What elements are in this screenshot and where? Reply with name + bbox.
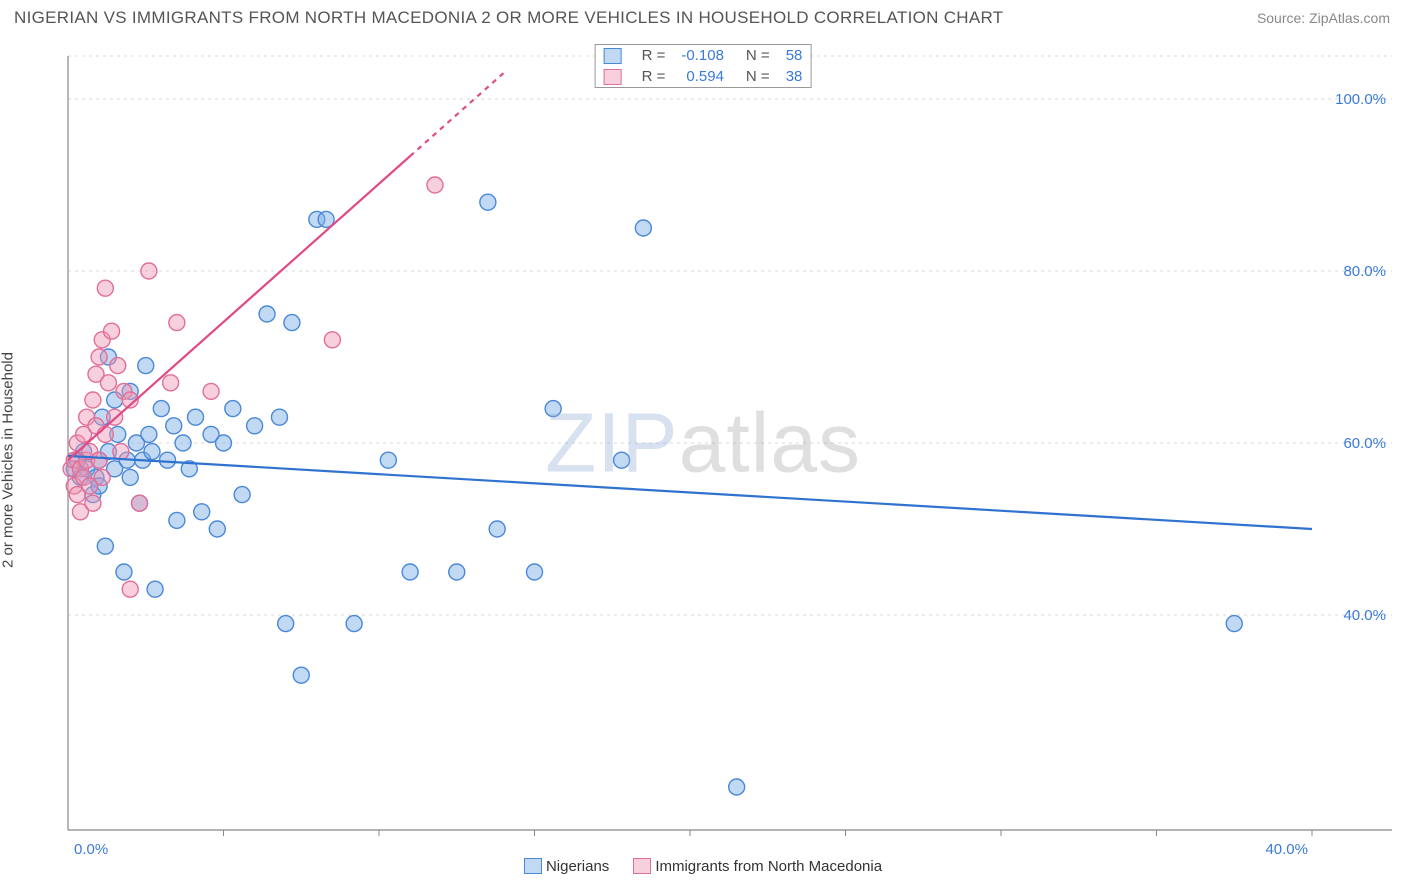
data-point (346, 616, 362, 632)
data-point (116, 564, 132, 580)
data-point (545, 401, 561, 417)
data-point (97, 426, 113, 442)
svg-text:0.0%: 0.0% (74, 841, 108, 858)
svg-text:60.0%: 60.0% (1343, 435, 1386, 452)
series-legend: Nigerians Immigrants from North Macedonia (14, 858, 1392, 879)
legend-row: R =0.594N =38 (596, 66, 811, 87)
data-point (91, 452, 107, 468)
chart-header: NIGERIAN VS IMMIGRANTS FROM NORTH MACEDO… (0, 0, 1406, 32)
data-point (132, 495, 148, 511)
data-point (259, 306, 275, 322)
data-point (188, 409, 204, 425)
data-point (113, 444, 129, 460)
data-point (635, 220, 651, 236)
svg-text:80.0%: 80.0% (1343, 263, 1386, 280)
data-point (144, 444, 160, 460)
data-point (1226, 616, 1242, 632)
data-point (489, 521, 505, 537)
legend-item: Immigrants from North Macedonia (633, 858, 882, 875)
data-point (203, 383, 219, 399)
data-point (122, 469, 138, 485)
data-point (402, 564, 418, 580)
data-point (141, 426, 157, 442)
data-point (122, 581, 138, 597)
data-point (169, 315, 185, 331)
data-point (614, 452, 630, 468)
data-point (225, 401, 241, 417)
legend-row: R =-0.108N =58 (596, 45, 811, 66)
chart-area: 2 or more Vehicles in Household 40.0%60.… (14, 42, 1392, 878)
data-point (729, 779, 745, 795)
data-point (100, 375, 116, 391)
data-point (166, 418, 182, 434)
data-point (94, 469, 110, 485)
data-point (380, 452, 396, 468)
data-point (97, 280, 113, 296)
data-point (209, 521, 225, 537)
svg-text:100.0%: 100.0% (1335, 91, 1386, 108)
correlation-legend: R =-0.108N =58R =0.594N =38 (595, 44, 812, 88)
scatter-plot: 40.0% 60.0% 80.0% 100.0% 0.0% 40.0% (50, 42, 1392, 878)
data-point (104, 323, 120, 339)
chart-title: NIGERIAN VS IMMIGRANTS FROM NORTH MACEDO… (14, 8, 1003, 28)
data-point (480, 194, 496, 210)
data-point (449, 564, 465, 580)
data-point (141, 263, 157, 279)
data-point (271, 409, 287, 425)
svg-text:40.0%: 40.0% (1343, 607, 1386, 624)
data-point (153, 401, 169, 417)
data-point (85, 495, 101, 511)
data-point (324, 332, 340, 348)
data-point (293, 667, 309, 683)
data-point (147, 581, 163, 597)
chart-source: Source: ZipAtlas.com (1257, 10, 1390, 26)
data-point (160, 452, 176, 468)
data-point (527, 564, 543, 580)
data-point (110, 358, 126, 374)
data-point (284, 315, 300, 331)
data-point (234, 487, 250, 503)
data-point (175, 435, 191, 451)
data-point (194, 504, 210, 520)
svg-text:40.0%: 40.0% (1265, 841, 1308, 858)
data-point (138, 358, 154, 374)
data-point (163, 375, 179, 391)
data-point (85, 392, 101, 408)
data-point (97, 538, 113, 554)
data-point (216, 435, 232, 451)
y-axis-label: 2 or more Vehicles in Household (0, 352, 17, 568)
data-point (427, 177, 443, 193)
legend-item: Nigerians (524, 858, 609, 875)
data-point (278, 616, 294, 632)
data-point (169, 512, 185, 528)
data-point (91, 349, 107, 365)
data-point (247, 418, 263, 434)
